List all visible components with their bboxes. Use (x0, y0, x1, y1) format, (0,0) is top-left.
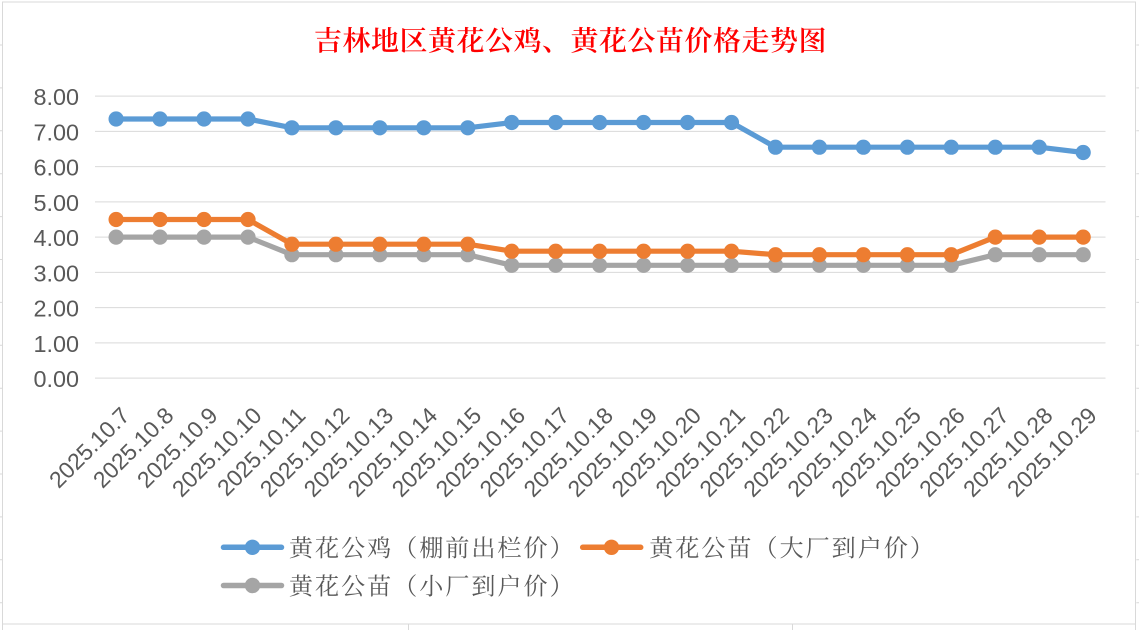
svg-text:1.00: 1.00 (33, 331, 79, 357)
svg-text:7.00: 7.00 (33, 119, 79, 145)
svg-text:2.00: 2.00 (33, 296, 79, 322)
svg-text:3.00: 3.00 (33, 260, 79, 286)
svg-text:6.00: 6.00 (33, 155, 79, 181)
svg-text:5.00: 5.00 (33, 190, 79, 216)
svg-text:4.00: 4.00 (33, 225, 79, 251)
svg-text:8.00: 8.00 (33, 84, 79, 110)
svg-text:0.00: 0.00 (33, 366, 79, 392)
